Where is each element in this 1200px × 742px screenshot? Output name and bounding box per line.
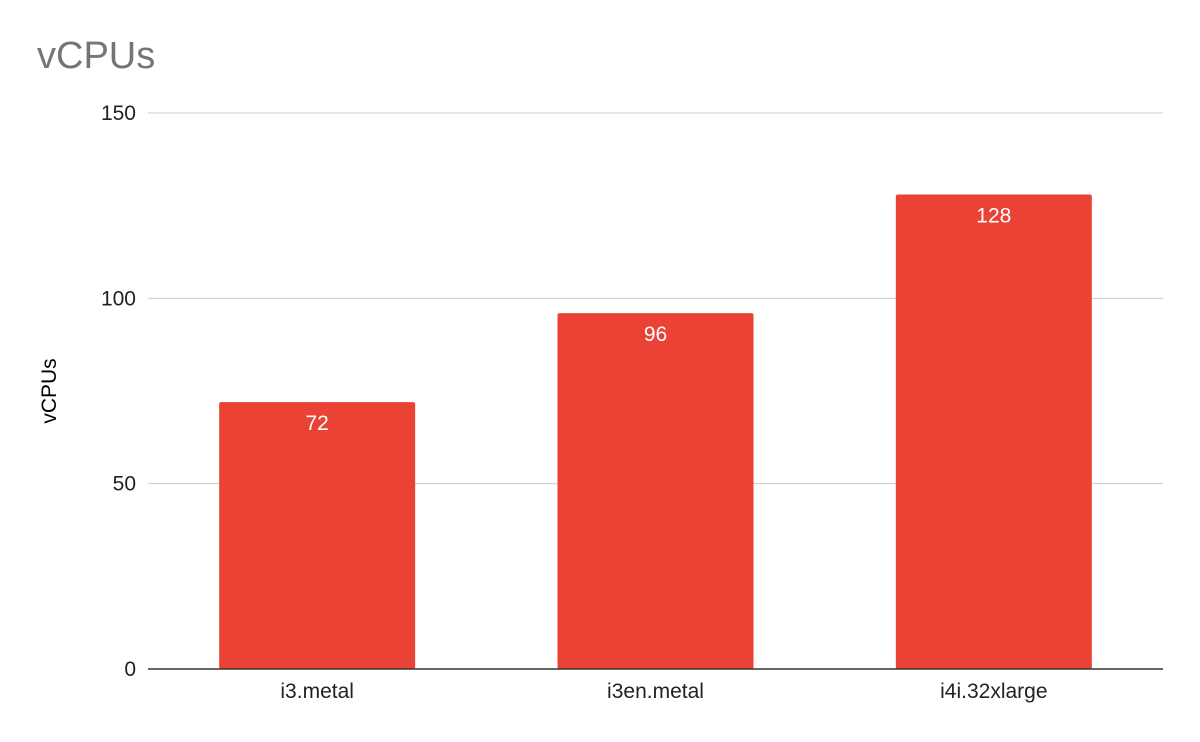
data-label: 128: [976, 205, 1011, 228]
bar-i3.metal: [219, 402, 416, 669]
x-tick-label: i3.metal: [280, 680, 354, 703]
chart-title: vCPUs: [37, 35, 155, 77]
y-axis-label: vCPUs: [38, 358, 61, 423]
y-tick-label: 50: [113, 473, 136, 496]
data-label: 96: [644, 323, 667, 346]
x-tick-label: i4i.32xlarge: [940, 680, 1047, 703]
y-tick-label: 150: [101, 102, 136, 125]
bar-i4i.32xlarge: [895, 194, 1092, 669]
y-tick-label: 0: [124, 658, 136, 681]
data-label: 72: [305, 412, 328, 435]
x-tick-label: i3en.metal: [607, 680, 704, 703]
y-tick-label: 100: [101, 287, 136, 310]
bars: [219, 194, 1092, 669]
labels: 0 50 100 150 72 i3.metal 96 i3en.metal 128 i4i.32…: [101, 102, 1048, 703]
bar-i3en.metal: [557, 313, 754, 669]
